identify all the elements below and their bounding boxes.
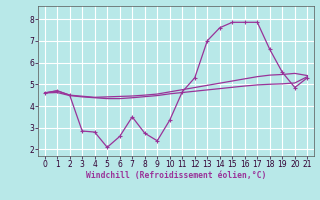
X-axis label: Windchill (Refroidissement éolien,°C): Windchill (Refroidissement éolien,°C) bbox=[86, 171, 266, 180]
